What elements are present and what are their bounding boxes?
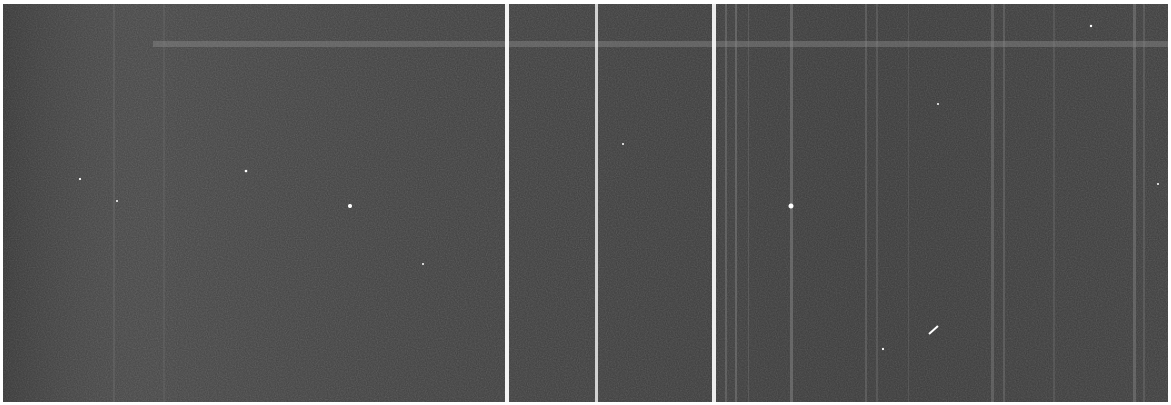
column-shading: [3, 4, 1168, 402]
speck: [937, 103, 939, 105]
speck: [78, 177, 82, 181]
speck: [422, 263, 424, 265]
faint-line: [876, 4, 878, 402]
faint-line: [748, 4, 749, 402]
emission-lines: [505, 4, 716, 402]
faint-line: [163, 4, 165, 402]
faint-line: [113, 4, 115, 402]
speck: [116, 200, 118, 202]
spectrogram-canvas: [3, 4, 1168, 402]
faint-line: [991, 4, 994, 402]
speck: [244, 169, 248, 173]
emission-line: [712, 4, 716, 402]
faint-line: [1133, 4, 1136, 402]
emission-line: [505, 4, 509, 402]
specks: [78, 24, 1159, 351]
speck: [1157, 183, 1159, 185]
speck: [788, 203, 794, 209]
speck: [1089, 24, 1093, 28]
faint-line: [1003, 4, 1005, 402]
speck: [881, 347, 885, 351]
horizontal-band: [153, 41, 1168, 47]
faint-line: [1143, 4, 1145, 402]
emission-line: [595, 4, 598, 402]
faint-line: [908, 4, 909, 402]
speck: [348, 204, 352, 208]
faint-line: [725, 4, 727, 402]
faint-line: [1053, 4, 1055, 402]
speck-streak: [928, 325, 939, 335]
faint-line: [735, 4, 737, 402]
faint-lines: [113, 4, 1145, 402]
speck: [622, 143, 624, 145]
faint-line: [865, 4, 867, 402]
spectrogram-image: [3, 4, 1168, 402]
faint-line: [790, 4, 793, 402]
